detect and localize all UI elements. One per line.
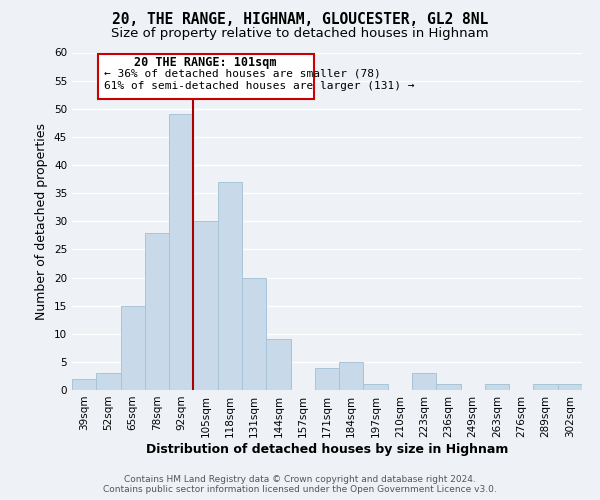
- Bar: [436, 384, 461, 390]
- Bar: [315, 368, 339, 390]
- Text: Contains public sector information licensed under the Open Government Licence v3: Contains public sector information licen…: [103, 484, 497, 494]
- Bar: [558, 384, 582, 390]
- Y-axis label: Number of detached properties: Number of detached properties: [35, 122, 49, 320]
- Bar: [193, 221, 218, 390]
- Bar: [533, 384, 558, 390]
- Text: Contains HM Land Registry data © Crown copyright and database right 2024.: Contains HM Land Registry data © Crown c…: [124, 475, 476, 484]
- Bar: [169, 114, 193, 390]
- Bar: [218, 182, 242, 390]
- Text: 20, THE RANGE, HIGHNAM, GLOUCESTER, GL2 8NL: 20, THE RANGE, HIGHNAM, GLOUCESTER, GL2 …: [112, 12, 488, 28]
- Bar: [485, 384, 509, 390]
- FancyBboxPatch shape: [97, 54, 314, 98]
- Bar: [145, 232, 169, 390]
- Bar: [266, 340, 290, 390]
- Text: 20 THE RANGE: 101sqm: 20 THE RANGE: 101sqm: [134, 56, 277, 70]
- Bar: [96, 373, 121, 390]
- Bar: [339, 362, 364, 390]
- Text: Size of property relative to detached houses in Highnam: Size of property relative to detached ho…: [111, 26, 489, 40]
- Bar: [364, 384, 388, 390]
- Bar: [242, 278, 266, 390]
- X-axis label: Distribution of detached houses by size in Highnam: Distribution of detached houses by size …: [146, 442, 508, 456]
- Bar: [72, 379, 96, 390]
- Text: ← 36% of detached houses are smaller (78): ← 36% of detached houses are smaller (78…: [104, 69, 380, 79]
- Bar: [121, 306, 145, 390]
- Bar: [412, 373, 436, 390]
- Text: 61% of semi-detached houses are larger (131) →: 61% of semi-detached houses are larger (…: [104, 82, 414, 92]
